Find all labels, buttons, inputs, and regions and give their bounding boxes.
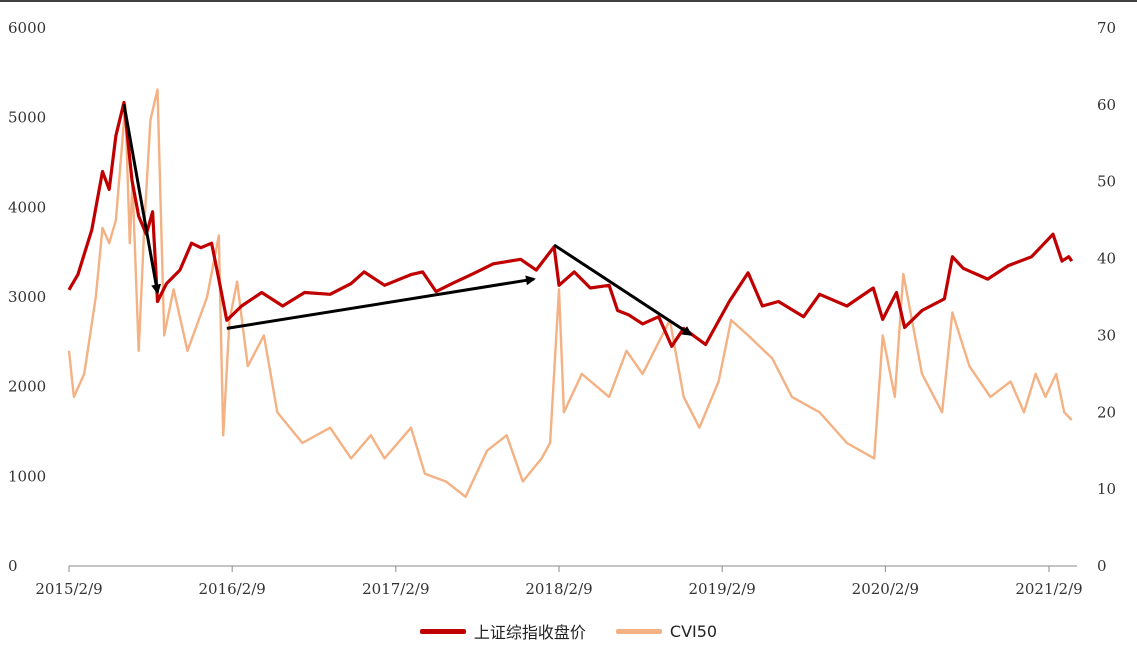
y-right-tick-label: 40 — [1097, 250, 1116, 268]
x-tick-label: 2016/2/9 — [198, 580, 265, 598]
y-right-tick-label: 30 — [1097, 326, 1116, 344]
x-tick-label: 2020/2/9 — [852, 580, 919, 598]
trend-arrow-1 — [122, 103, 162, 295]
y-left-tick-label: 5000 — [8, 109, 46, 127]
series-line-cvi50 — [67, 88, 1073, 498]
y-right-tick-label: 50 — [1097, 173, 1116, 191]
x-tick-label: 2018/2/9 — [525, 580, 592, 598]
y-left-tick-label: 4000 — [8, 198, 46, 216]
trend-arrow-2 — [226, 275, 536, 330]
y-left-tick-label: 1000 — [8, 467, 46, 485]
y-right-tick-label: 70 — [1097, 19, 1116, 37]
x-tick-label: 2015/2/9 — [35, 580, 102, 598]
x-tick-label: 2019/2/9 — [688, 580, 755, 598]
legend: 上证综指收盘价 CVI50 — [0, 618, 1137, 644]
y-right-tick-label: 20 — [1097, 403, 1116, 421]
series-line-sse — [67, 100, 1074, 348]
y-left-tick-label: 0 — [8, 557, 18, 575]
legend-label-cvi50: CVI50 — [669, 621, 718, 641]
y-left-tick-label: 2000 — [8, 378, 46, 396]
y-left-tick-label: 3000 — [8, 288, 46, 306]
x-tick-label: 2017/2/9 — [362, 580, 429, 598]
legend-swatch-cvi50 — [615, 628, 662, 634]
y-right-tick-label: 0 — [1097, 557, 1107, 575]
legend-item-cvi50: CVI50 — [615, 621, 718, 641]
trend-arrow-3 — [553, 243, 693, 336]
y-left-tick-label: 6000 — [8, 19, 46, 37]
legend-label-sse: 上证综指收盘价 — [473, 623, 586, 642]
x-tick-label: 2021/2/9 — [1015, 580, 1082, 598]
y-right-tick-label: 10 — [1097, 480, 1116, 498]
legend-item-sse: 上证综指收盘价 — [419, 619, 586, 643]
legend-swatch-sse — [419, 628, 466, 634]
y-right-tick-label: 60 — [1097, 96, 1116, 114]
